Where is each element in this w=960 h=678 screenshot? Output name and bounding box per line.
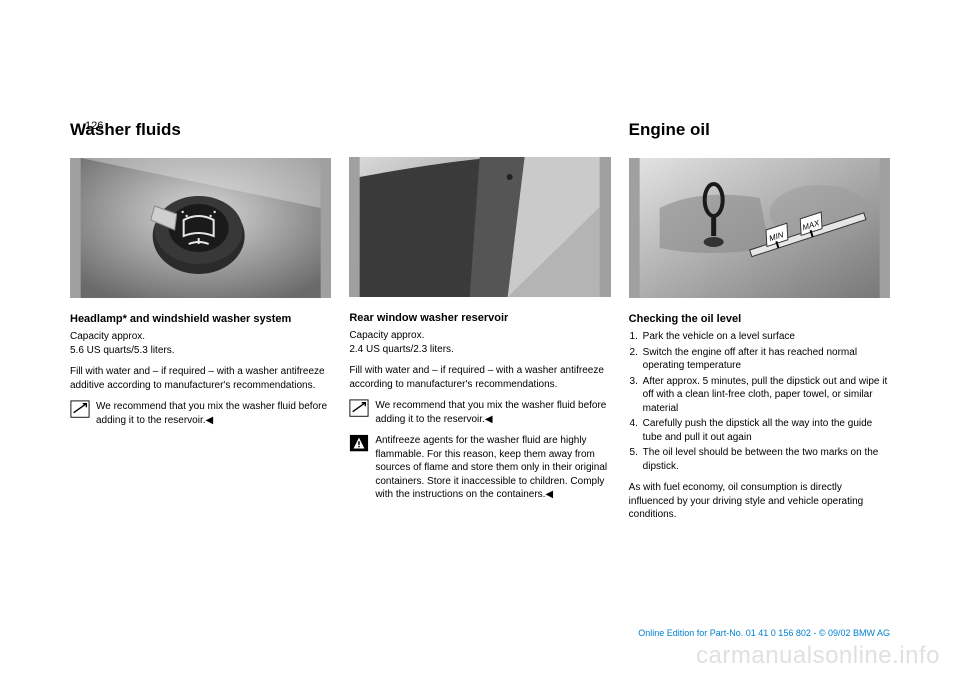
heading-washer-fluids: Washer fluids [70,120,331,140]
column-rear-washer: Rear window washer reservoir Capacity ap… [349,120,610,530]
list-item: The oil level should be between the two … [641,446,890,473]
note-text-2: We recommend that you mix the washer flu… [375,399,610,426]
list-item: Park the vehicle on a level surface [641,330,890,344]
subhead-headlamp-washer: Headlamp* and windshield washer system [70,312,331,326]
footer-text: Online Edition for Part-No. 01 41 0 156 … [638,628,890,638]
figure-rear-reservoir [349,157,610,297]
info-icon [349,399,369,417]
list-item: After approx. 5 minutes, pull the dipsti… [641,375,890,416]
page-number: 126 [85,120,103,132]
text-fill-1: Fill with water and – if required – with… [70,365,331,392]
subhead-rear-washer: Rear window washer reservoir [349,311,610,325]
oil-check-list: Park the vehicle on a level surface Swit… [629,330,890,473]
figure-washer-cap [70,158,331,298]
note-warning-antifreeze: Antifreeze agents for the washer fluid a… [349,434,610,502]
text-oil-consumption: As with fuel economy, oil consumption is… [629,481,890,522]
text-capacity-2: Capacity approx. 2.4 US quarts/2.3 liter… [349,329,610,356]
info-icon [70,400,90,418]
list-item: Switch the engine off after it has reach… [641,346,890,373]
column-washer-fluids: Washer fluids [70,120,331,530]
subhead-oil-level: Checking the oil level [629,312,890,326]
text-capacity-1: Capacity approx. 5.6 US quarts/5.3 liter… [70,330,331,357]
note-text-warning: Antifreeze agents for the washer fluid a… [375,434,610,502]
list-item: Carefully push the dipstick all the way … [641,417,890,444]
text-fill-2: Fill with water and – if required – with… [349,364,610,391]
note-recommend-2: We recommend that you mix the washer flu… [349,399,610,426]
watermark: carmanualsonline.info [696,642,940,670]
note-recommend-1: We recommend that you mix the washer flu… [70,400,331,427]
figure-dipstick: MIN MAX [629,158,890,298]
note-text-1: We recommend that you mix the washer flu… [96,400,331,427]
heading-engine-oil: Engine oil [629,120,890,140]
column-engine-oil: Engine oil [629,120,890,530]
warning-icon [349,434,369,452]
